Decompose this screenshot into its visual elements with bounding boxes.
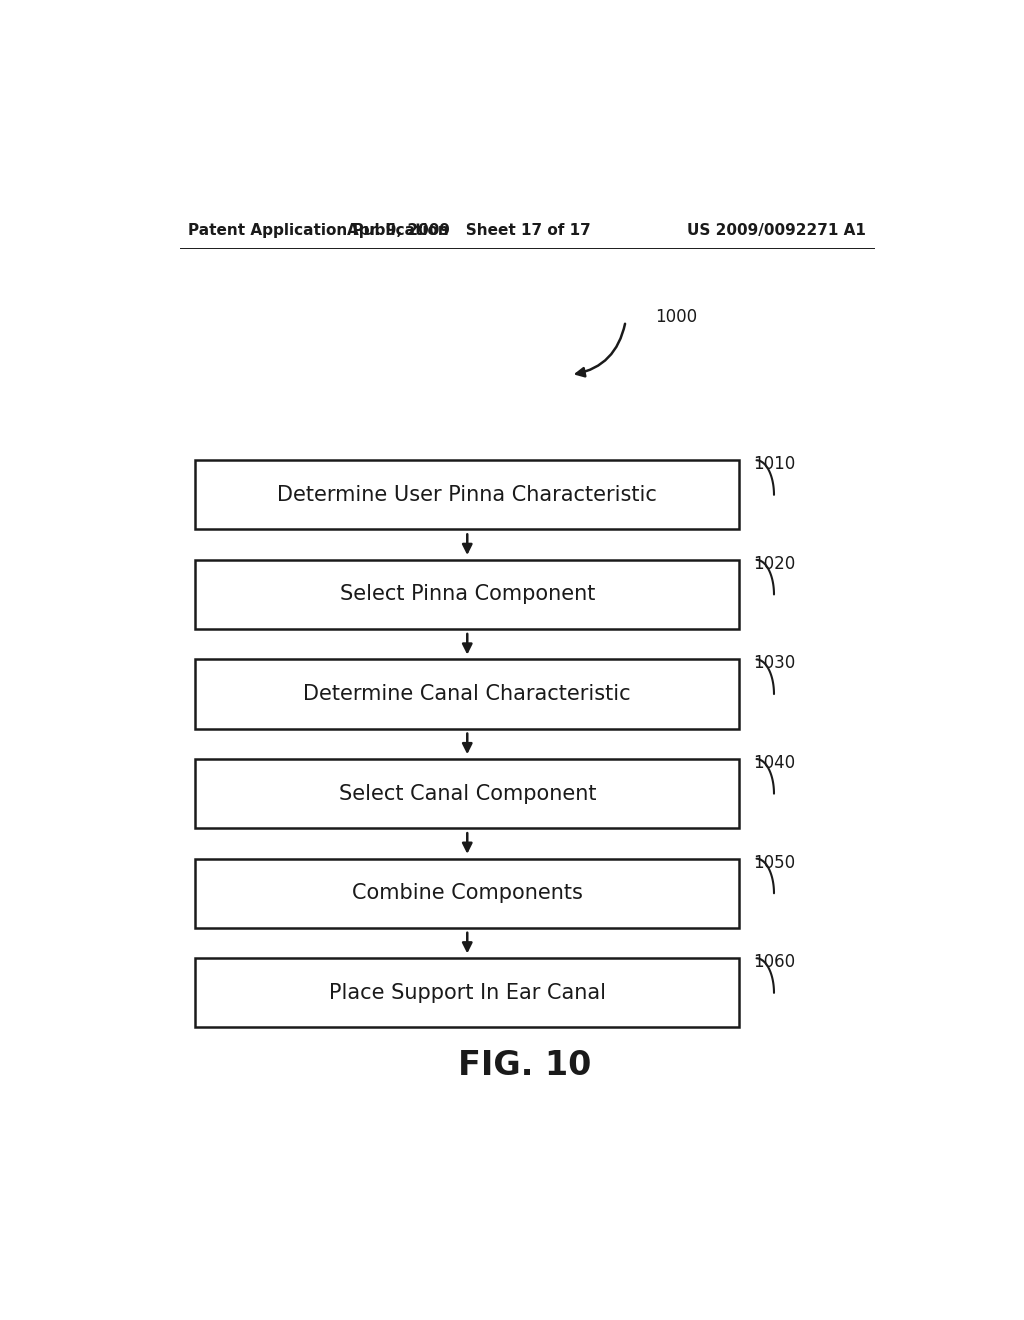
Text: 1020: 1020	[754, 554, 796, 573]
Text: 1050: 1050	[754, 854, 796, 871]
Text: FIG. 10: FIG. 10	[458, 1048, 592, 1081]
Text: 1040: 1040	[754, 754, 796, 772]
Text: Patent Application Publication: Patent Application Publication	[187, 223, 449, 238]
Text: US 2009/0092271 A1: US 2009/0092271 A1	[687, 223, 866, 238]
Text: 1030: 1030	[754, 655, 796, 672]
Bar	[196, 660, 739, 729]
Bar	[196, 461, 739, 529]
Text: 1000: 1000	[655, 308, 697, 326]
Text: Select Pinna Component: Select Pinna Component	[340, 585, 595, 605]
Text: Place Support In Ear Canal: Place Support In Ear Canal	[329, 983, 606, 1003]
Bar	[196, 560, 739, 630]
Text: 1010: 1010	[754, 455, 796, 473]
Bar	[196, 958, 739, 1027]
Text: Combine Components: Combine Components	[352, 883, 583, 903]
FancyArrowPatch shape	[577, 323, 625, 376]
Text: Determine User Pinna Characteristic: Determine User Pinna Characteristic	[278, 484, 657, 504]
Bar	[196, 859, 739, 928]
Text: Select Canal Component: Select Canal Component	[339, 784, 596, 804]
Bar	[196, 759, 739, 828]
Text: Apr. 9, 2009   Sheet 17 of 17: Apr. 9, 2009 Sheet 17 of 17	[347, 223, 591, 238]
Text: Determine Canal Characteristic: Determine Canal Characteristic	[303, 684, 631, 704]
Text: 1060: 1060	[754, 953, 796, 972]
